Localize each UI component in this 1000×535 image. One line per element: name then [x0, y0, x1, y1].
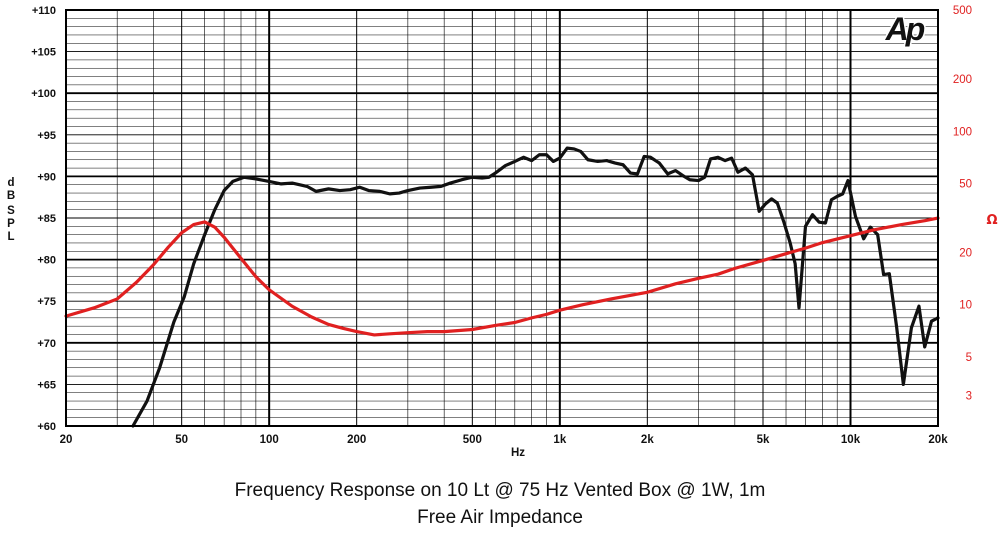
grid	[66, 10, 938, 426]
x-tick-label: 50	[175, 434, 188, 446]
impedance-curve	[64, 216, 940, 337]
x-tick-label: 20k	[928, 434, 948, 446]
chart-title: Frequency Response on 10 Lt @ 75 Hz Vent…	[234, 480, 766, 501]
x-axis-label: Hz	[511, 447, 525, 459]
x-tick-label: 1k	[553, 434, 566, 446]
y-tick-label: +60	[37, 421, 56, 433]
y-axis-label-letter: L	[7, 231, 14, 243]
y2-tick-label: 10	[959, 300, 972, 312]
y2-tick-label: 500	[953, 5, 972, 17]
x-tick-label: 10k	[841, 434, 861, 446]
y-tick-label: +70	[37, 338, 56, 350]
x-tick-label: 5k	[757, 434, 770, 446]
y-axis-label-letter: d	[7, 177, 14, 189]
y-tick-label: +80	[37, 255, 56, 267]
y-tick-label: +90	[37, 171, 56, 183]
y2-tick-label: 200	[953, 74, 972, 86]
spl-curve	[131, 146, 940, 428]
y-tick-label: +75	[37, 296, 56, 308]
y2-tick-label: 3	[966, 390, 972, 402]
y-tick-label: +85	[37, 213, 56, 225]
plot-frame	[65, 9, 939, 427]
y-axis-label-letter: P	[7, 218, 15, 230]
x-tick-label: 2k	[641, 434, 654, 446]
x-tick-label: 500	[463, 434, 482, 446]
x-tick-label: 100	[260, 434, 279, 446]
y2-tick-label: 5	[966, 352, 972, 364]
y-tick-label: +100	[31, 88, 56, 100]
x-tick-label: 200	[347, 434, 366, 446]
x-tick-label: 20	[60, 434, 73, 446]
y-tick-label: +95	[37, 130, 56, 142]
chart-subtitle: Free Air Impedance	[417, 507, 583, 528]
y2-tick-label: 100	[953, 126, 972, 138]
y-axis-label-letter: B	[7, 190, 15, 202]
y-tick-label: +65	[37, 379, 56, 391]
ap-logo: Ap	[885, 11, 925, 47]
y-tick-label: +110	[32, 5, 56, 17]
tick-labels: +110 +105 +100 +95 +90 +85 +80 +75 +70 +65 +60 20 50…	[31, 5, 972, 446]
y-tick-label: +105	[31, 47, 56, 59]
series	[64, 146, 940, 428]
y2-tick-label: 50	[959, 178, 972, 190]
y2-tick-label: 20	[959, 248, 972, 260]
y-axis-label-letter: S	[7, 205, 15, 217]
y2-axis-label: Ω	[986, 213, 997, 228]
